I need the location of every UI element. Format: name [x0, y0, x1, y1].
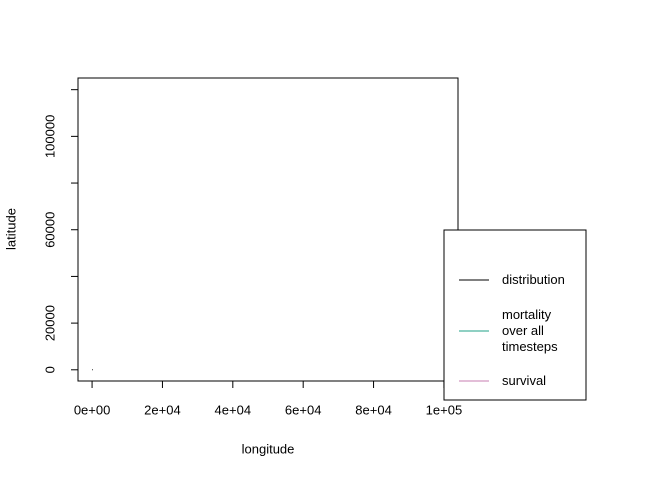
y-tick-label: 0: [42, 366, 57, 373]
legend-label: distribution: [502, 272, 565, 287]
legend-box: [443, 229, 587, 401]
x-tick-label: 0e+00: [74, 402, 111, 417]
y-tick-label: 100000: [42, 115, 57, 158]
x-tick-label: 6e+04: [285, 402, 322, 417]
legend-label: mortality over all timesteps: [502, 307, 558, 354]
x-tick-label: 4e+04: [215, 402, 252, 417]
y-tick-label: 60000: [42, 212, 57, 248]
plot-frame: [77, 77, 459, 382]
x-tick-label: 8e+04: [355, 402, 392, 417]
x-tick-label: 2e+04: [144, 402, 181, 417]
x-axis-label: longitude: [242, 441, 295, 456]
y-tick-label: 20000: [42, 305, 57, 341]
y-axis-label: latitude: [3, 208, 18, 250]
legend-label: survival: [502, 373, 547, 388]
x-tick-label: 1e+05: [426, 402, 463, 417]
